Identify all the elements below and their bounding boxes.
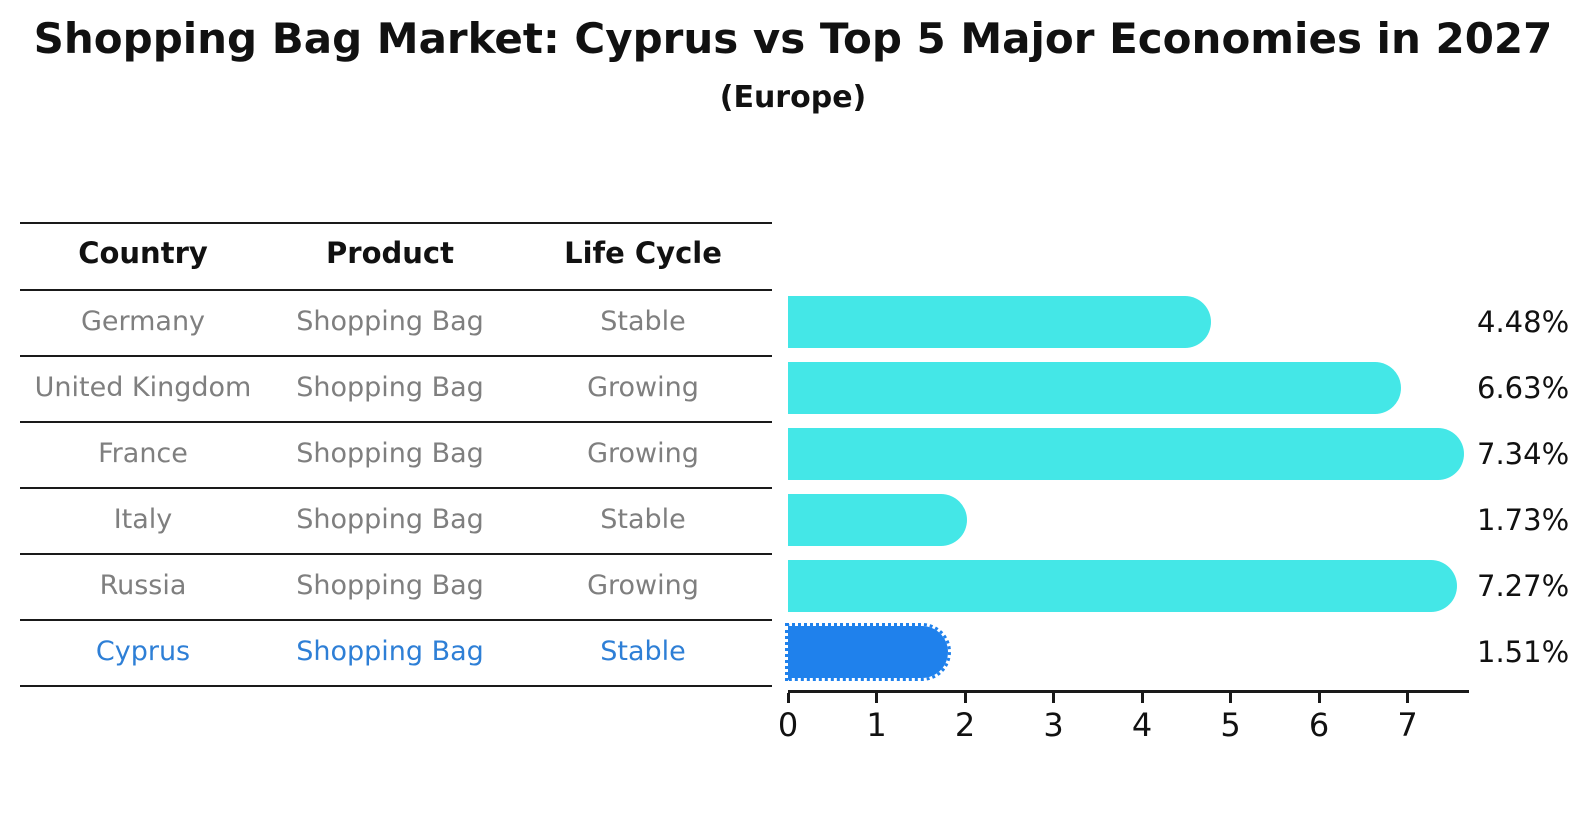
- x-axis-tick-label: 4: [1131, 706, 1153, 744]
- chart-subtitle: (Europe): [719, 80, 867, 115]
- table-cell-life_cycle: Growing: [587, 570, 699, 601]
- table-rule: [20, 421, 772, 423]
- x-axis-tick: [1317, 693, 1321, 703]
- table-header-country: Country: [78, 236, 208, 270]
- table-rule: [20, 222, 772, 224]
- table-cell-product: Shopping Bag: [296, 306, 484, 337]
- x-axis-tick: [1052, 693, 1055, 703]
- table-cell-country: Germany: [80, 306, 206, 337]
- table-cell-life_cycle: Growing: [587, 438, 699, 469]
- x-axis-tick: [786, 693, 790, 703]
- x-axis-tick: [1406, 693, 1409, 703]
- x-axis-tick: [875, 693, 878, 703]
- table-cell-product: Shopping Bag: [296, 438, 484, 469]
- table-cell-country: Italy: [113, 504, 173, 535]
- bar-value-label: 7.27%: [1477, 569, 1570, 603]
- table-rule: [20, 487, 772, 489]
- table-cell-product: Shopping Bag: [296, 504, 484, 535]
- table-cell-country: United Kingdom: [34, 372, 252, 403]
- table-rule: [20, 685, 772, 687]
- table-header-life-cycle: Life Cycle: [564, 236, 722, 270]
- table-rule: [20, 355, 772, 357]
- bar-value-label: 1.73%: [1477, 503, 1570, 537]
- x-axis-tick-label: 7: [1397, 706, 1418, 744]
- chart-title: Shopping Bag Market: Cyprus vs Top 5 Maj…: [33, 14, 1553, 63]
- table-cell-product: Shopping Bag: [296, 570, 484, 601]
- x-axis-tick: [1229, 693, 1232, 703]
- bar-germany: [788, 296, 1211, 348]
- x-axis-line: [788, 690, 1469, 693]
- table-cell-product: Shopping Bag: [296, 372, 484, 403]
- x-axis-tick-label: 0: [777, 706, 799, 744]
- x-axis-tick-label: 3: [1043, 706, 1064, 744]
- x-axis-tick-label: 5: [1220, 706, 1241, 744]
- table-cell-life_cycle: Stable: [600, 306, 686, 337]
- table-cell-life_cycle: Stable: [600, 636, 686, 667]
- table-cell-country: France: [98, 438, 188, 469]
- bar-cyprus: [785, 623, 951, 681]
- bar-value-label: 4.48%: [1477, 305, 1570, 339]
- bar-value-label: 6.63%: [1477, 371, 1570, 405]
- table-rule: [20, 553, 772, 555]
- x-axis-tick-label: 1: [866, 706, 887, 744]
- bar-russia: [788, 560, 1458, 612]
- table-rule: [20, 619, 772, 621]
- x-axis-tick-label: 2: [954, 706, 976, 744]
- bar-france: [788, 428, 1464, 480]
- table-cell-product: Shopping Bag: [296, 636, 484, 667]
- x-axis-tick-label: 6: [1308, 706, 1330, 744]
- table-cell-life_cycle: Stable: [600, 504, 686, 535]
- bar-value-label: 1.51%: [1477, 635, 1570, 669]
- x-axis-tick: [1140, 693, 1144, 703]
- x-axis-tick: [963, 693, 967, 703]
- bar-value-label: 7.34%: [1477, 437, 1570, 471]
- table-cell-life_cycle: Growing: [587, 372, 699, 403]
- bar-italy: [788, 494, 968, 546]
- table-rule: [20, 289, 772, 291]
- bar-united-kingdom: [788, 362, 1401, 414]
- table-header-product: Product: [326, 236, 454, 270]
- table-cell-country: Cyprus: [95, 636, 191, 667]
- table-cell-country: Russia: [99, 570, 187, 601]
